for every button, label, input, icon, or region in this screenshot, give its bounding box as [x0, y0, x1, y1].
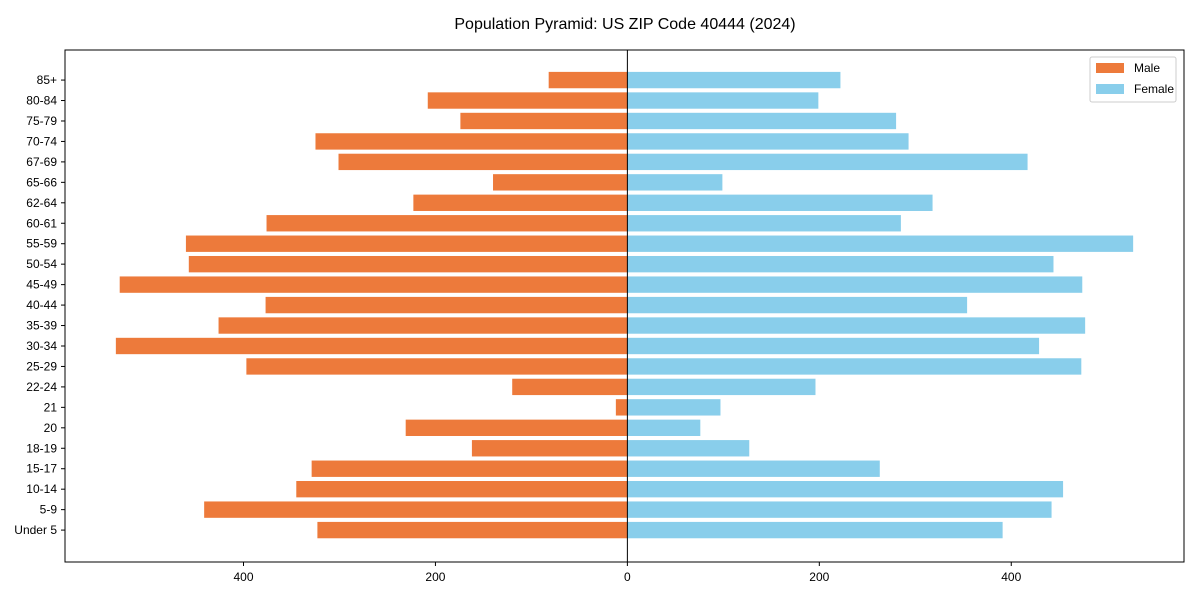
y-tick-label: 50-54 — [26, 257, 57, 271]
y-tick-label: 5-9 — [40, 503, 58, 517]
bar-female-70-74 — [627, 133, 909, 150]
bar-female-62-64 — [627, 194, 933, 211]
x-tick-label: 0 — [624, 570, 631, 584]
bar-male-40-44 — [265, 296, 628, 314]
y-tick-label: 21 — [44, 400, 58, 414]
bar-female-5-9 — [627, 501, 1052, 518]
bar-male-75-79 — [460, 112, 628, 130]
y-tick-label: 15-17 — [26, 462, 57, 476]
bar-male-60-61 — [266, 215, 628, 232]
bar-female-25-29 — [627, 358, 1082, 375]
bar-female-50-54 — [627, 255, 1054, 273]
x-tick-label: 400 — [1001, 570, 1021, 584]
bar-male-55-59 — [185, 235, 628, 252]
bar-female-18-19 — [627, 440, 750, 457]
y-tick-label: 30-34 — [26, 339, 57, 353]
bar-male-45-49 — [119, 276, 628, 293]
y-tick-label: 45-49 — [26, 278, 57, 292]
bar-female-35-39 — [627, 317, 1086, 334]
legend-swatch-female — [1096, 84, 1124, 94]
y-tick-label: 40-44 — [26, 298, 57, 312]
bar-male-5-9 — [204, 501, 628, 518]
y-tick-label: 80-84 — [26, 94, 57, 108]
bar-female-80-84 — [627, 92, 819, 109]
legend-swatch-male — [1096, 63, 1124, 73]
bar-female-67-69 — [627, 153, 1028, 171]
y-tick-label: 85+ — [37, 73, 57, 87]
bar-female-30-34 — [627, 337, 1040, 355]
y-tick-label: 35-39 — [26, 319, 57, 333]
y-tick-label: 55-59 — [26, 237, 57, 251]
y-tick-label: Under 5 — [14, 523, 57, 537]
y-tick-label: 65-66 — [26, 175, 57, 189]
x-tick-label: 200 — [809, 570, 829, 584]
legend-label-male: Male — [1134, 61, 1160, 75]
bar-female-15-17 — [627, 460, 880, 477]
y-tick-label: 20 — [44, 421, 58, 435]
bar-female-under-5 — [627, 521, 1003, 539]
chart-title: Population Pyramid: US ZIP Code 40444 (2… — [454, 16, 795, 33]
bar-female-40-44 — [627, 296, 968, 314]
bar-male-50-54 — [188, 255, 628, 273]
bar-female-45-49 — [627, 276, 1083, 293]
bar-male-10-14 — [296, 480, 628, 498]
bar-female-60-61 — [627, 215, 901, 232]
bar-male-80-84 — [427, 92, 628, 109]
y-tick-label: 75-79 — [26, 114, 57, 128]
y-tick-label: 70-74 — [26, 134, 57, 148]
bar-male-20 — [405, 419, 628, 436]
bar-male-67-69 — [338, 153, 628, 171]
plot-frame — [64, 49, 1185, 563]
bar-male-21 — [615, 399, 628, 416]
y-tick-label: 18-19 — [26, 441, 57, 455]
bar-female-21 — [627, 399, 721, 416]
y-tick-label: 25-29 — [26, 359, 57, 373]
bar-female-10-14 — [627, 480, 1064, 498]
bar-male-25-29 — [246, 358, 628, 375]
bar-male-15-17 — [311, 460, 628, 477]
y-tick-label: 67-69 — [26, 155, 57, 169]
x-tick-label: 400 — [233, 570, 253, 584]
bar-female-75-79 — [627, 112, 897, 130]
bar-female-20 — [627, 419, 701, 436]
y-tick-label: 60-61 — [26, 216, 57, 230]
bar-male-35-39 — [218, 317, 628, 334]
legend-label-female: Female — [1134, 82, 1174, 96]
y-tick-label: 22-24 — [26, 380, 57, 394]
bar-male-18-19 — [471, 440, 628, 457]
bar-male-65-66 — [493, 174, 628, 191]
bar-male-30-34 — [115, 337, 628, 355]
y-tick-label: 62-64 — [26, 196, 57, 210]
y-tick-label: 10-14 — [26, 482, 57, 496]
bar-female-85- — [627, 71, 841, 89]
bar-male-85- — [548, 71, 628, 89]
bar-female-55-59 — [627, 235, 1134, 252]
bar-female-65-66 — [627, 174, 723, 191]
bar-male-70-74 — [315, 133, 628, 150]
legend: Male Female — [1089, 56, 1177, 103]
x-tick-label: 200 — [425, 570, 445, 584]
bar-male-62-64 — [413, 194, 628, 211]
bar-male-under-5 — [317, 521, 628, 539]
bar-female-22-24 — [627, 378, 816, 396]
bar-male-22-24 — [512, 378, 628, 396]
